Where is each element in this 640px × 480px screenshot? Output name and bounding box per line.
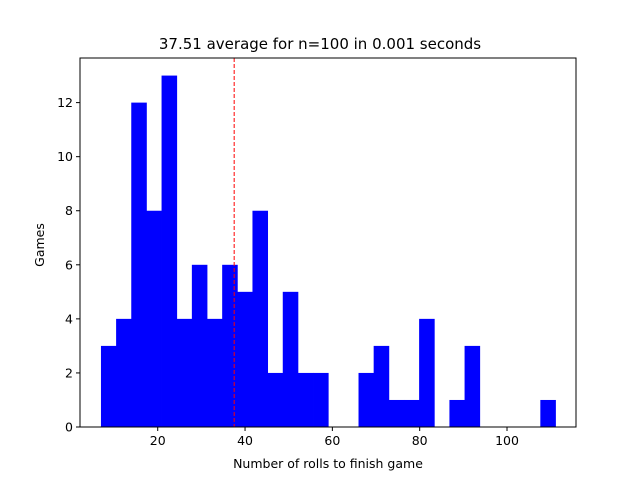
histogram-bar bbox=[373, 345, 390, 427]
x-tick-label: 40 bbox=[237, 433, 253, 448]
y-tick-label: 10 bbox=[57, 149, 73, 164]
histogram-bar bbox=[191, 264, 208, 427]
histogram-bar bbox=[161, 75, 178, 428]
plot-frame bbox=[79, 57, 577, 428]
x-tick-label: 20 bbox=[150, 433, 166, 448]
histogram-bar bbox=[116, 318, 132, 427]
histogram-bar bbox=[282, 291, 299, 427]
x-axis-title: Number of rolls to finish game bbox=[233, 456, 423, 471]
histogram-bar bbox=[403, 399, 420, 427]
y-tick-label: 8 bbox=[65, 203, 73, 218]
y-tick-label: 0 bbox=[65, 420, 73, 435]
histogram-bar bbox=[237, 291, 253, 427]
chart-title: 37.51 average for n=100 in 0.001 seconds bbox=[159, 35, 481, 53]
histogram-bar bbox=[146, 210, 162, 427]
y-axis-title: Games bbox=[32, 223, 47, 267]
histogram-bar bbox=[297, 372, 314, 427]
x-tick-label: 60 bbox=[324, 433, 340, 448]
histogram-bar bbox=[267, 372, 284, 427]
histogram-bar bbox=[176, 318, 193, 427]
histogram-bar bbox=[207, 318, 223, 427]
x-axis: 20 40 60 80 100 bbox=[150, 427, 519, 448]
y-tick-label: 2 bbox=[65, 365, 73, 380]
y-tick-label: 12 bbox=[57, 95, 73, 110]
x-tick-label: 80 bbox=[412, 433, 428, 448]
histogram-bar bbox=[388, 399, 405, 427]
histogram-bar bbox=[313, 372, 329, 427]
histogram-bar bbox=[540, 399, 556, 427]
y-tick-label: 4 bbox=[65, 311, 73, 326]
histogram-bar bbox=[464, 345, 481, 427]
y-tick-label: 6 bbox=[65, 257, 73, 272]
histogram-bar bbox=[252, 210, 269, 427]
histogram-bar bbox=[222, 264, 238, 427]
histogram-bar bbox=[100, 345, 117, 427]
histogram-bar bbox=[419, 318, 435, 427]
y-axis: 0 2 4 6 8 10 12 bbox=[57, 95, 80, 435]
bars-group bbox=[100, 75, 556, 428]
histogram-bar bbox=[449, 399, 465, 427]
x-tick-label: 100 bbox=[495, 433, 519, 448]
histogram-bar bbox=[131, 102, 147, 427]
histogram-bar bbox=[358, 372, 375, 427]
